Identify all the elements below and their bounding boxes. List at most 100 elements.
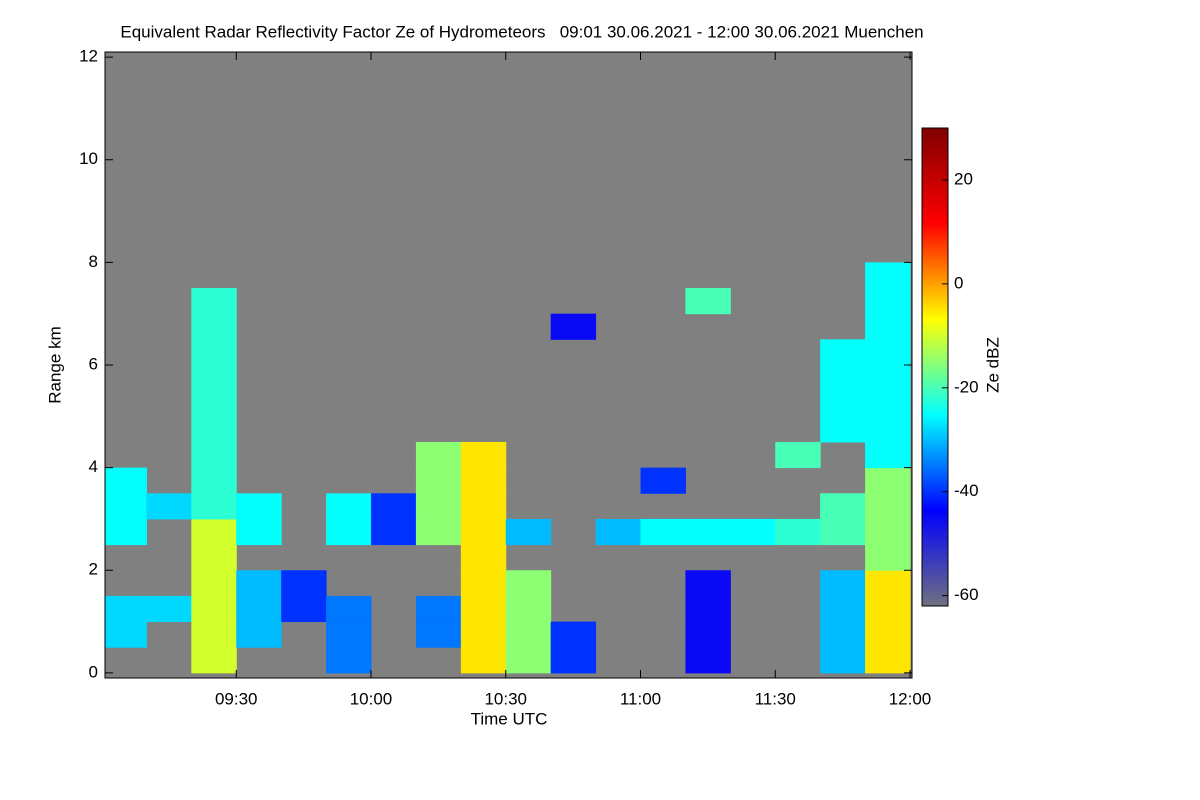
x-tick-label: 09:30 (215, 689, 258, 708)
heatmap-cell (820, 390, 866, 417)
y-tick-label: 0 (89, 662, 98, 681)
heatmap-cell (146, 595, 192, 623)
heatmap-cell (820, 339, 866, 366)
heatmap-cell (191, 467, 237, 494)
heatmap-cell (460, 570, 507, 597)
heatmap-cell (105, 595, 147, 623)
heatmap-cell (415, 595, 462, 623)
heatmap-cell (371, 493, 417, 520)
heatmap-cell (820, 416, 866, 443)
heatmap-cell (865, 570, 911, 597)
heatmap-cell (865, 493, 911, 520)
heatmap-cell (595, 518, 642, 546)
heatmap-cell (236, 595, 282, 623)
colorbar-tick-label: 0 (954, 273, 963, 292)
heatmap-cell (820, 570, 866, 597)
heatmap-cell (326, 621, 372, 648)
colorbar-label: Ze dBZ (983, 337, 1002, 393)
heatmap-cell (191, 570, 237, 597)
heatmap-cell (236, 493, 282, 520)
heatmap-cells (105, 262, 911, 674)
y-tick-label: 8 (89, 252, 98, 271)
heatmap-cell (820, 518, 866, 546)
heatmap-cell (415, 441, 462, 469)
colorbar (921, 127, 949, 607)
heatmap-cell (505, 518, 552, 546)
heatmap-cell (191, 621, 237, 648)
heatmap-cell (820, 365, 866, 392)
heatmap-cell (415, 621, 462, 648)
heatmap-cell (105, 493, 147, 520)
y-tick-label: 10 (79, 149, 98, 168)
heatmap-cell (505, 621, 552, 648)
heatmap-cell (191, 595, 237, 623)
heatmap-cell (865, 390, 911, 417)
heatmap-cell (865, 467, 911, 494)
heatmap-cell (865, 544, 911, 571)
y-tick-label: 4 (89, 457, 98, 476)
heatmap-cell (191, 416, 237, 443)
heatmap-cell (505, 595, 552, 623)
heatmap-cell (865, 621, 911, 648)
heatmap-cell (775, 441, 821, 469)
heatmap-cell (820, 621, 866, 648)
heatmap-cell (460, 518, 507, 546)
x-tick-label: 10:30 (484, 689, 527, 708)
heatmap-cell (865, 647, 911, 674)
heatmap-cell (505, 570, 552, 597)
heatmap-cell (505, 647, 552, 674)
heatmap-cell (191, 441, 237, 469)
heatmap-cell (236, 518, 282, 546)
heatmap-cell (775, 518, 821, 546)
y-tick-label: 6 (89, 354, 98, 373)
heatmap-cell (191, 339, 237, 366)
heatmap-cell (685, 288, 731, 315)
heatmap-cell (865, 262, 911, 289)
heatmap-cell (105, 621, 147, 648)
x-axis-label: Time UTC (471, 709, 548, 728)
colorbar-tick-label: 20 (954, 169, 973, 188)
x-tick-label: 10:00 (350, 689, 393, 708)
heatmap-cell (415, 518, 462, 546)
y-tick-label: 12 (79, 47, 98, 66)
heatmap-cell (730, 518, 776, 546)
heatmap-cell (460, 647, 507, 674)
heatmap-cell (460, 467, 507, 494)
colorbar-tick-label: -20 (954, 377, 979, 396)
heatmap-cell (326, 595, 372, 623)
heatmap-cell (685, 595, 731, 623)
heatmap-cell (865, 339, 911, 366)
heatmap-cell (550, 647, 597, 674)
heatmap-cell (640, 518, 686, 546)
heatmap-cell (820, 595, 866, 623)
heatmap-cell (820, 647, 866, 674)
heatmap-cell (550, 313, 597, 340)
x-tick-label: 11:00 (620, 689, 661, 708)
heatmap-cell (460, 544, 507, 571)
heatmap-cell (415, 467, 462, 494)
heatmap-cell (236, 570, 282, 597)
heatmap-cell (236, 621, 282, 648)
heatmap-cell (865, 441, 911, 469)
colorbar-tick-label: -60 (954, 585, 979, 604)
heatmap-cell (191, 518, 237, 546)
colorbar-tick-label: -40 (954, 481, 979, 500)
heatmap-cell (460, 441, 507, 469)
heatmap-cell (640, 467, 686, 494)
heatmap-cell (460, 621, 507, 648)
heatmap-cell (326, 647, 372, 674)
heatmap-cell (191, 647, 237, 674)
heatmap-cell (281, 595, 327, 623)
heatmap-cell (550, 621, 597, 648)
heatmap-cell (105, 518, 147, 546)
heatmap-cell (865, 365, 911, 392)
x-tick-label: 12:00 (889, 689, 932, 708)
heatmap-cell (326, 493, 372, 520)
heatmap-cell (685, 518, 731, 546)
heatmap-cell (685, 621, 731, 648)
heatmap-cell (865, 595, 911, 623)
heatmap-cell (191, 390, 237, 417)
heatmap-cell (105, 467, 147, 494)
heatmap-cell (460, 595, 507, 623)
